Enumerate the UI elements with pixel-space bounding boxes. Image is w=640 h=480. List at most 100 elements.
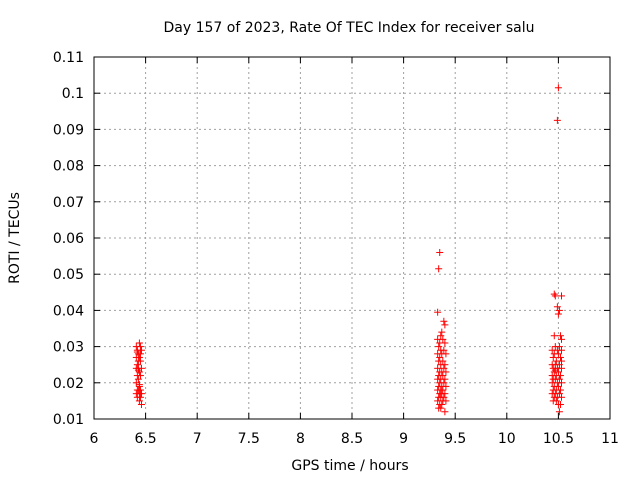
data-point xyxy=(556,372,564,380)
data-point xyxy=(137,364,145,372)
y-tick-label: 0.06 xyxy=(53,231,84,247)
grid-lines xyxy=(94,57,610,419)
data-point xyxy=(439,372,447,380)
y-tick-label: 0.01 xyxy=(53,412,84,428)
data-point xyxy=(435,357,443,365)
data-point xyxy=(437,332,445,340)
data-point xyxy=(557,379,565,387)
x-tick-label: 8 xyxy=(296,431,305,447)
y-tick-label: 0.02 xyxy=(53,376,84,392)
data-point xyxy=(440,346,448,354)
data-point xyxy=(436,353,444,361)
data-point xyxy=(436,368,444,376)
data-point xyxy=(137,346,145,354)
data-point xyxy=(435,265,443,273)
data-point xyxy=(435,382,443,390)
x-axis-label: GPS time / hours xyxy=(291,458,408,474)
data-point xyxy=(136,393,144,401)
data-point xyxy=(435,343,443,351)
data-point xyxy=(434,335,442,343)
data-point xyxy=(555,306,563,314)
x-tick-label: 7 xyxy=(193,431,202,447)
data-point xyxy=(437,393,445,401)
x-tick-label: 6.5 xyxy=(134,431,156,447)
data-point xyxy=(554,382,562,390)
data-point xyxy=(553,303,561,311)
data-point xyxy=(438,401,446,409)
data-point xyxy=(441,321,449,329)
data-point xyxy=(135,353,143,361)
data-point xyxy=(434,308,442,316)
data-point xyxy=(434,375,442,383)
data-point xyxy=(557,346,565,354)
data-point xyxy=(551,366,559,374)
data-point xyxy=(554,84,562,92)
data-point xyxy=(552,397,560,405)
data-point xyxy=(133,361,141,369)
plot-frame xyxy=(93,56,611,420)
data-point xyxy=(553,116,561,124)
data-point xyxy=(442,397,450,405)
data-point xyxy=(135,381,143,389)
data-point xyxy=(440,364,448,372)
data-point xyxy=(557,292,565,300)
data-point xyxy=(557,364,565,372)
data-point xyxy=(135,368,143,376)
data-point xyxy=(549,353,557,361)
data-point xyxy=(555,343,563,351)
x-tick-label: 8.5 xyxy=(341,431,363,447)
chart-title: Day 157 of 2023, Rate Of TEC Index for r… xyxy=(163,20,534,36)
data-point xyxy=(555,361,563,369)
y-tick-label: 0.11 xyxy=(53,50,84,66)
data-point xyxy=(436,248,444,256)
data-point xyxy=(554,350,562,358)
data-point xyxy=(441,339,449,347)
data-point xyxy=(134,375,142,383)
data-point xyxy=(135,339,143,347)
y-tick-label: 0.05 xyxy=(53,267,84,283)
x-axis: 6 6.5 7 7.5 8 8.5 9 9.5 10 10.5 11 xyxy=(90,57,619,447)
y-axis-label: ROTI / TECUs xyxy=(7,192,23,284)
data-point xyxy=(441,408,449,416)
x-tick-label: 7.5 xyxy=(238,431,260,447)
data-point xyxy=(440,379,448,387)
data-point xyxy=(434,364,442,372)
data-point xyxy=(555,408,563,416)
data-point xyxy=(554,310,562,318)
data-point xyxy=(556,353,564,361)
x-tick-label: 10.5 xyxy=(543,431,574,447)
y-tick-label: 0.03 xyxy=(53,340,84,356)
data-point xyxy=(137,401,145,409)
data-point xyxy=(550,332,558,340)
data-point xyxy=(137,390,145,398)
data-points xyxy=(132,84,565,416)
data-point xyxy=(132,379,140,387)
data-point xyxy=(556,386,564,394)
x-tick-label: 9.5 xyxy=(444,431,466,447)
x-tick-label: 11 xyxy=(601,431,619,447)
data-point xyxy=(555,390,563,398)
data-point xyxy=(136,350,144,358)
data-point xyxy=(557,335,565,343)
data-point xyxy=(441,375,449,383)
data-point xyxy=(136,372,144,380)
data-point xyxy=(442,368,450,376)
x-tick-label: 6 xyxy=(90,431,99,447)
data-point xyxy=(134,366,142,374)
x-tick-label: 10 xyxy=(498,431,516,447)
y-tick-label: 0.07 xyxy=(53,195,84,211)
data-point xyxy=(555,375,563,383)
data-point xyxy=(440,317,448,325)
data-point xyxy=(133,348,141,356)
data-point xyxy=(551,292,559,300)
y-tick-label: 0.1 xyxy=(62,86,84,102)
data-point xyxy=(550,290,558,298)
data-point xyxy=(557,393,565,401)
data-point xyxy=(434,386,442,394)
y-tick-label: 0.09 xyxy=(53,122,84,138)
data-point xyxy=(136,386,144,394)
data-point xyxy=(438,390,446,398)
data-point xyxy=(557,357,565,365)
data-point xyxy=(556,332,564,340)
